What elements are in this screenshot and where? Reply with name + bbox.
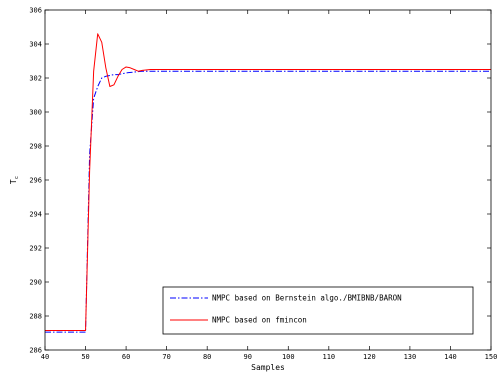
x-axis-label: Samples [251, 363, 285, 372]
x-tick-label: 140 [444, 353, 457, 361]
y-tick-label: 286 [29, 347, 42, 355]
plot-frame [44, 9, 492, 351]
series-line-fmincon [45, 33, 491, 331]
y-tick-label: 292 [29, 245, 42, 253]
y-tick-label: 298 [29, 143, 42, 151]
y-axis-label-sub: c [14, 176, 20, 179]
y-tick-label: 290 [29, 279, 42, 287]
svg-text:Tc: Tc [9, 176, 20, 184]
y-axis-label-main: T [9, 179, 18, 184]
x-tick-label: 150 [485, 353, 498, 361]
x-tick-label: 110 [322, 353, 335, 361]
y-tick-label: 288 [29, 313, 42, 321]
y-tick-label: 306 [29, 7, 42, 15]
x-tick-label: 100 [282, 353, 295, 361]
x-tick-label: 60 [122, 353, 130, 361]
series-line-bernstein [45, 70, 491, 333]
x-tick-label: 70 [162, 353, 170, 361]
legend: NMPC based on Bernstein algo./BMIBNB/BAR… [162, 286, 474, 335]
legend-label-fmincon: NMPC based on fmincon [212, 316, 307, 325]
x-tick-label: 50 [81, 353, 89, 361]
y-tick-label: 300 [29, 109, 42, 117]
x-tick-label: 120 [363, 353, 376, 361]
x-tick-label: 80 [203, 353, 211, 361]
y-axis-label: Tc [9, 176, 20, 184]
x-tick-label: 130 [404, 353, 417, 361]
x-tick-label: 40 [41, 353, 49, 361]
legend-box [162, 286, 474, 335]
y-tick-label: 294 [29, 211, 42, 219]
legend-label-bernstein: NMPC based on Bernstein algo./BMIBNB/BAR… [212, 294, 402, 303]
y-tick-label: 302 [29, 75, 42, 83]
y-tick-label: 296 [29, 177, 42, 185]
ticks-layer: 40 50 60 70 80 90 100 110 120 130 140 150 286 288 290 2… [29, 7, 497, 362]
x-tick-label: 90 [244, 353, 252, 361]
series-layer [45, 33, 491, 333]
y-tick-label: 304 [29, 41, 42, 49]
